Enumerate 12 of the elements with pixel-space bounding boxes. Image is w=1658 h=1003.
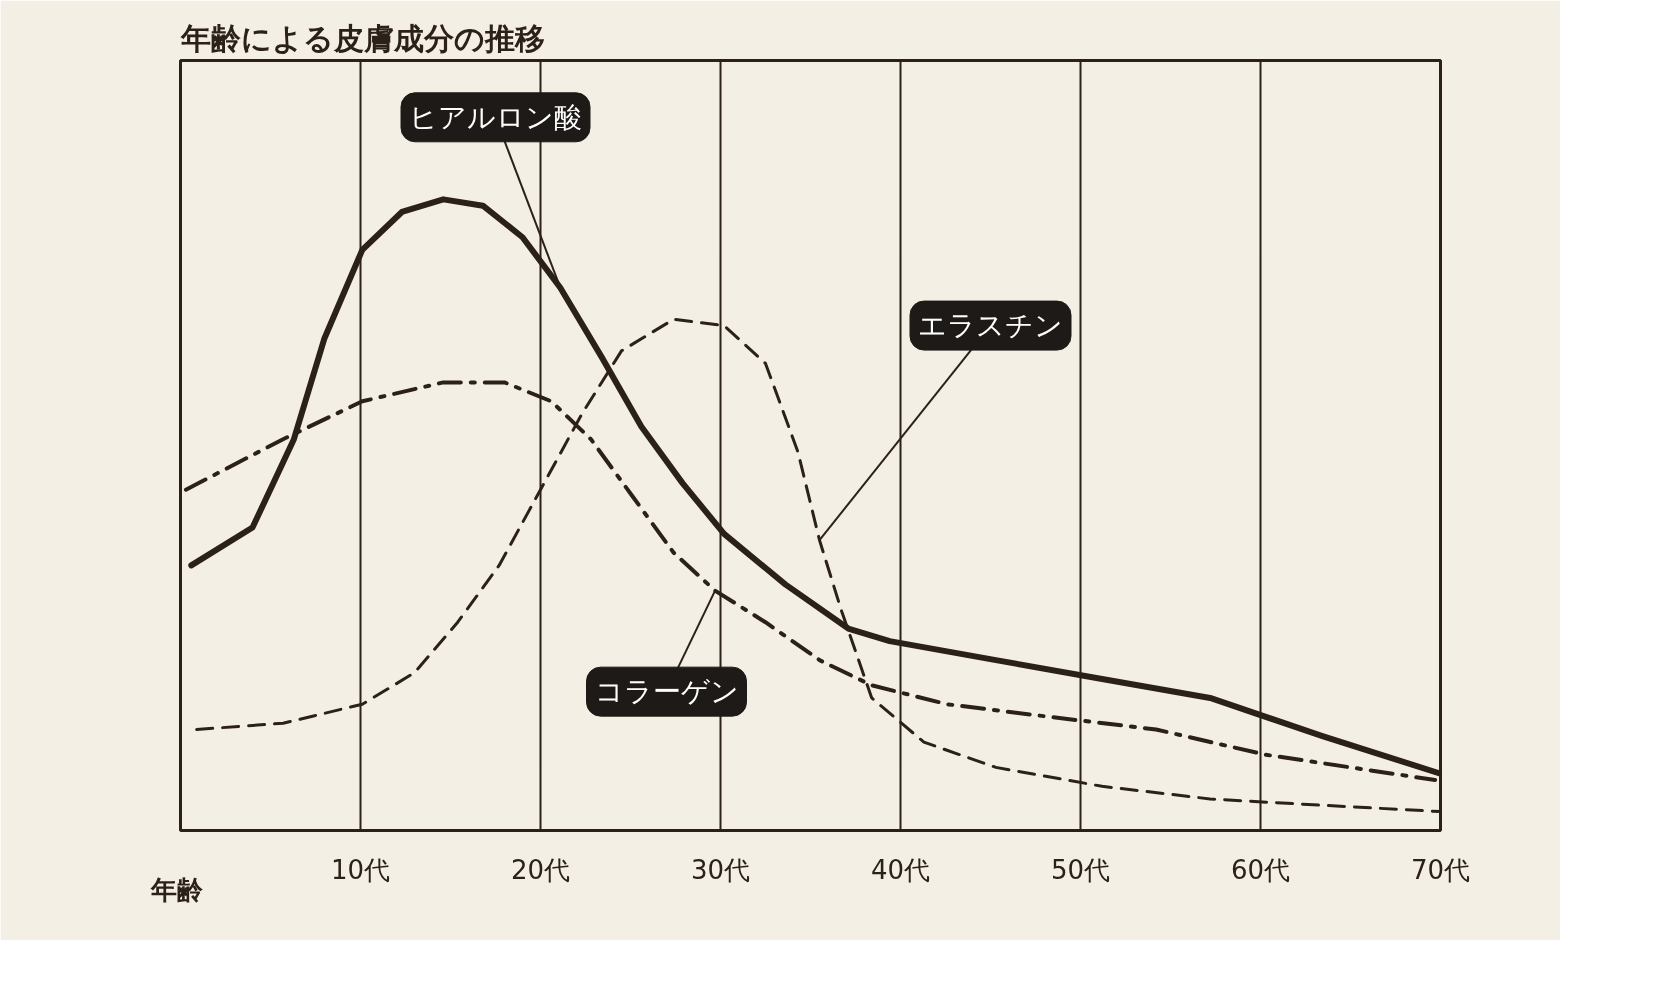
text: コラーゲン [594, 675, 739, 709]
text: エラスチン [918, 309, 1063, 343]
x-axis-title: 年齢 [149, 874, 204, 905]
x-tick-label: 20代 [510, 854, 571, 885]
x-tick-label: 10代 [330, 854, 391, 885]
x-tick-label: 60代 [1230, 854, 1291, 885]
x-tick-label: 70代 [1410, 854, 1471, 885]
chart-title: 年齢による皮膚成分の推移 [179, 20, 545, 56]
x-tick-label: 40代 [870, 854, 931, 885]
text: ヒアルロン酸 [409, 100, 582, 134]
x-tick-label: 30代 [690, 854, 751, 885]
x-tick-label: 50代 [1050, 854, 1111, 885]
